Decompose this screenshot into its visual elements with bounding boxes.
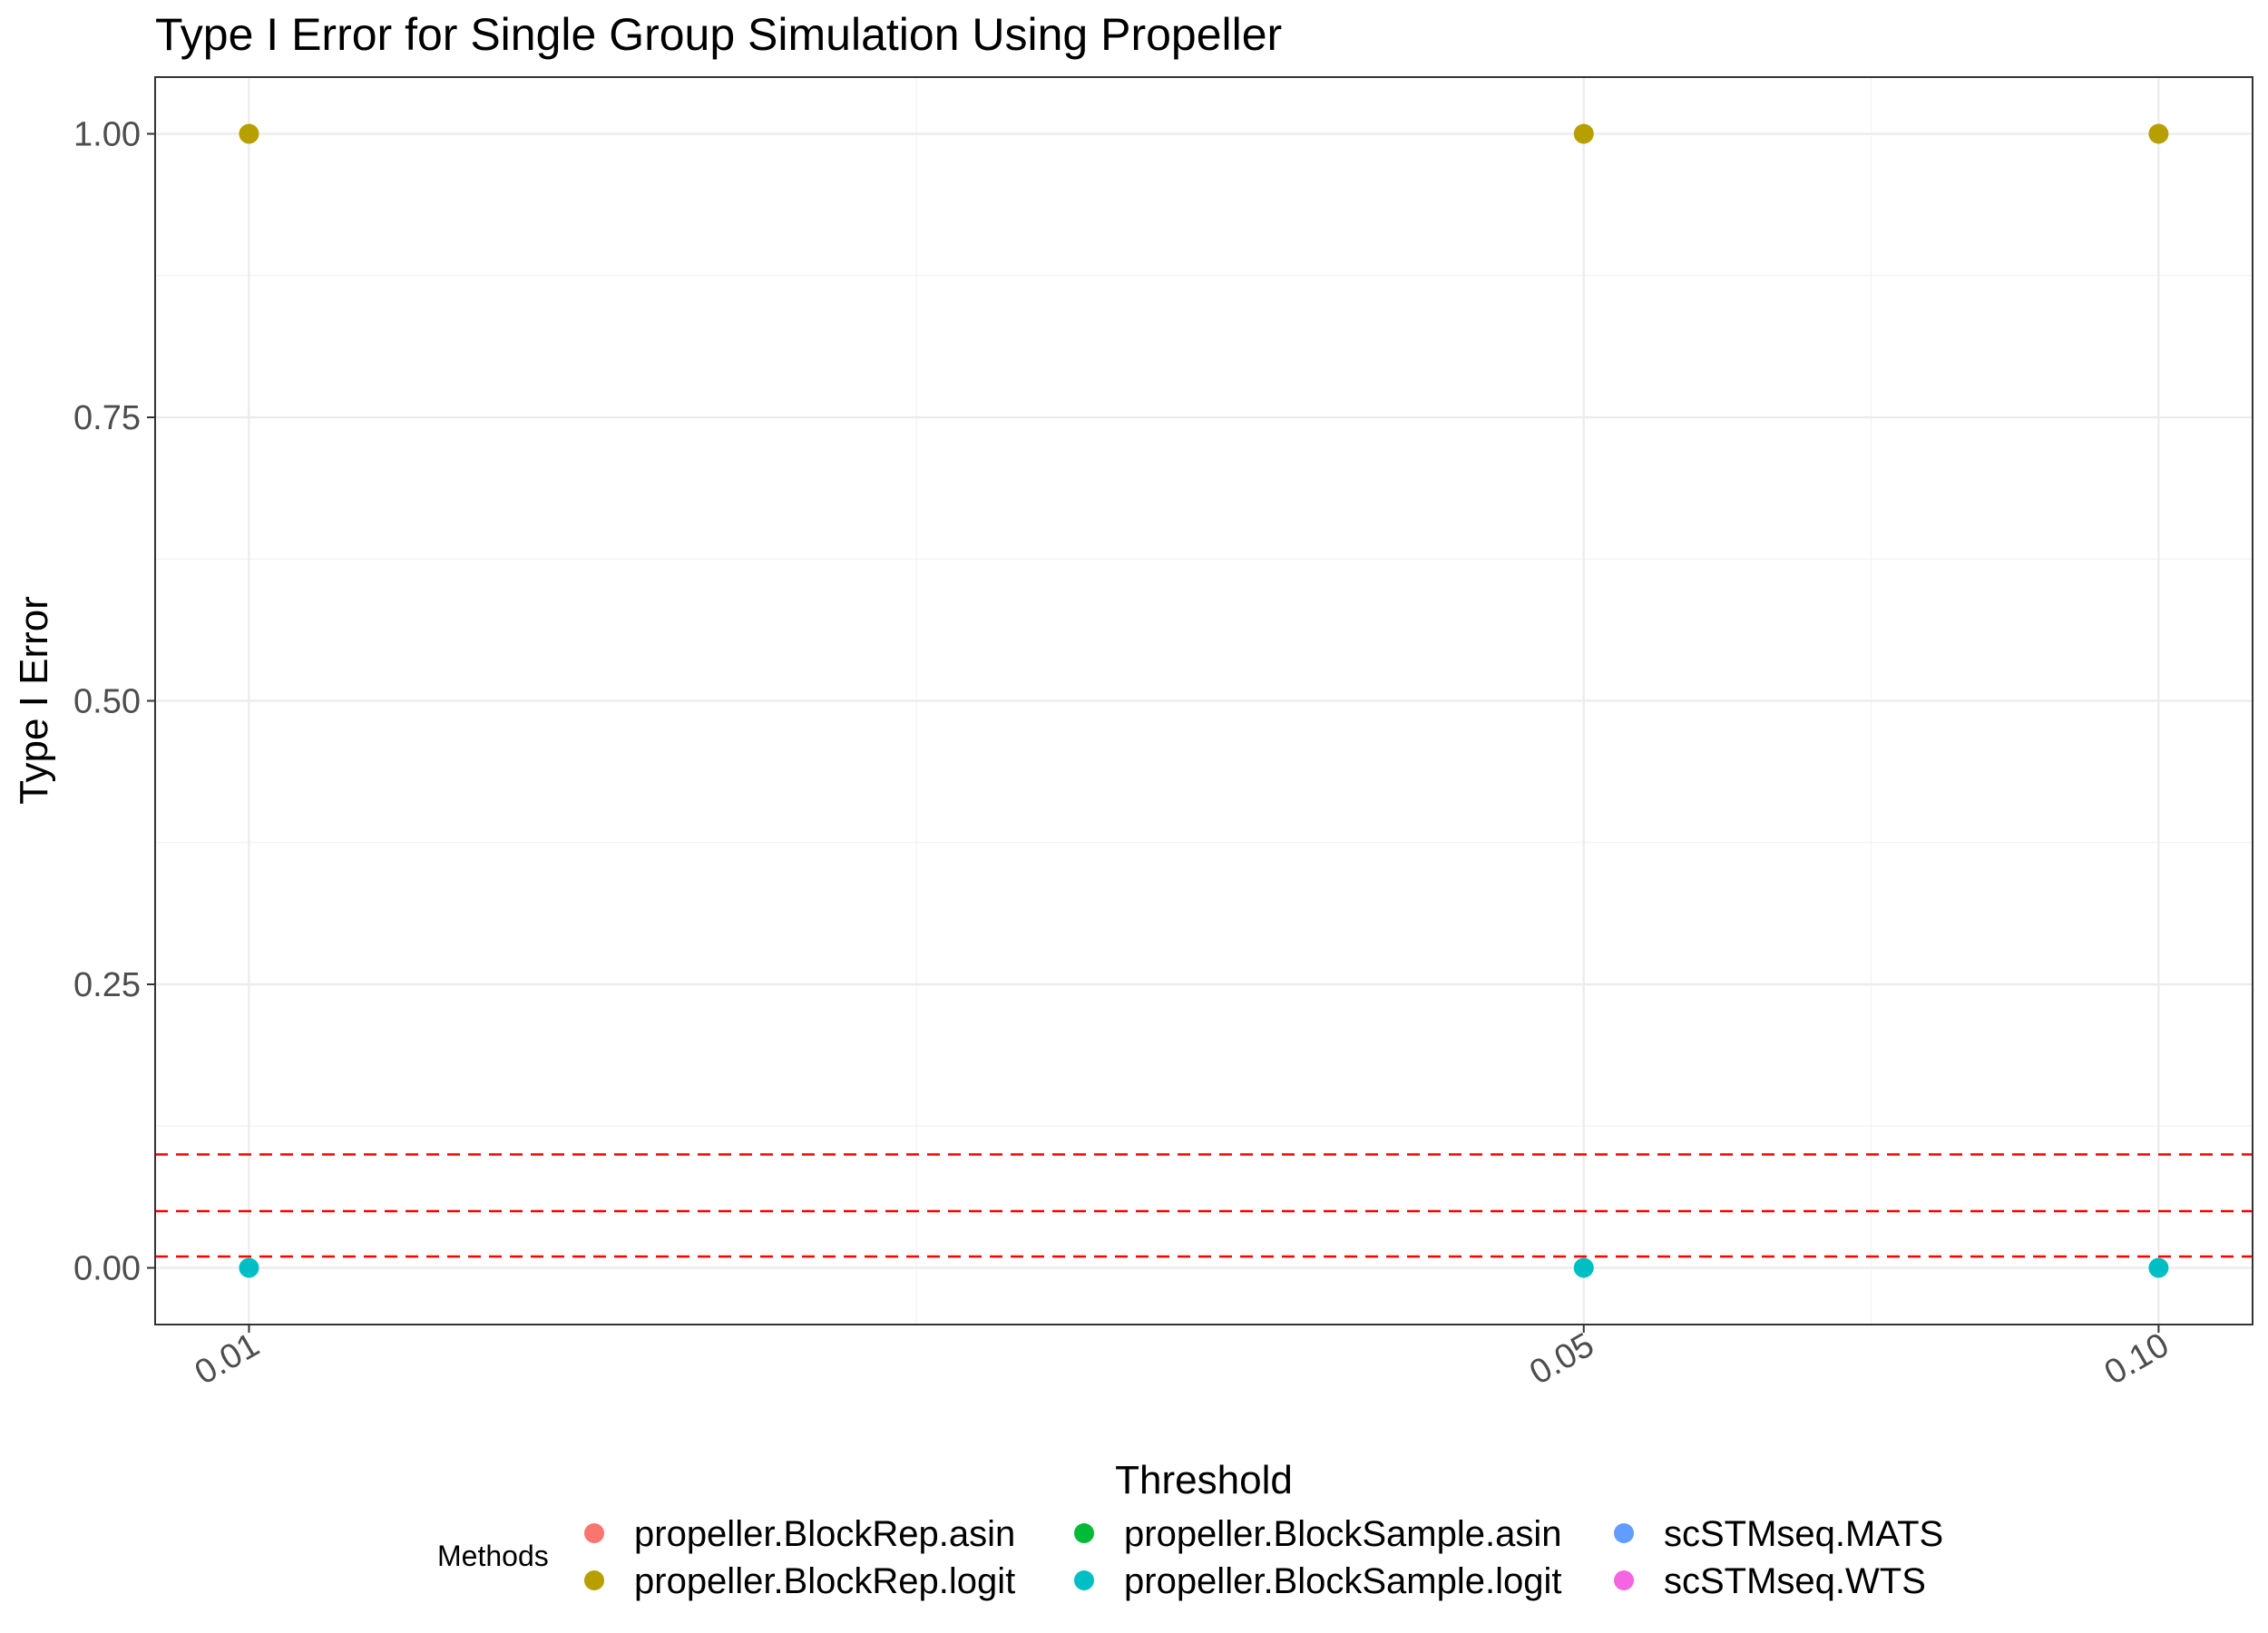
legend: Methods propeller.BlockRep.asinpropeller… — [437, 1514, 1943, 1601]
legend-label: propeller.BlockRep.logit — [634, 1561, 1015, 1601]
x-tick-label: 0.10 — [2098, 1325, 2175, 1392]
reference-lines — [155, 1153, 2253, 1258]
legend-label: propeller.BlockRep.asin — [634, 1514, 1015, 1554]
legend-key — [584, 1523, 604, 1543]
grid-lines — [155, 77, 2253, 1325]
legend-label: scSTMseq.MATS — [1664, 1514, 1943, 1554]
legend-key — [584, 1570, 604, 1590]
legend-title: Methods — [437, 1540, 549, 1572]
legend-entries: propeller.BlockRep.asin propeller.BlockRe… — [584, 1514, 1943, 1601]
data-point — [2148, 1257, 2169, 1278]
data-points — [239, 123, 2169, 1278]
y-tick-label: 0.50 — [73, 683, 141, 721]
legend-key — [1614, 1523, 1634, 1543]
legend-key — [1614, 1570, 1634, 1590]
data-point — [239, 123, 259, 144]
y-tick-label: 1.00 — [73, 116, 141, 154]
data-point — [2148, 123, 2169, 144]
y-tick-label: 0.75 — [73, 399, 141, 437]
chart-title: Type I Error for Single Group Simulation… — [155, 9, 1282, 60]
legend-label: scSTMseq.WTS — [1664, 1561, 1926, 1601]
y-tick-label: 0.00 — [73, 1250, 141, 1288]
data-point — [1573, 1257, 1594, 1278]
legend-key — [1074, 1570, 1094, 1590]
y-tick-label: 0.25 — [73, 966, 141, 1004]
x-axis-title: Threshold — [1115, 1458, 1293, 1502]
x-tick-label: 0.05 — [1523, 1325, 1600, 1392]
y-axis-title: Type I Error — [12, 596, 56, 805]
legend-label: propeller.BlockSample.asin — [1124, 1514, 1561, 1554]
legend-key — [1074, 1523, 1094, 1543]
legend-label: propeller.BlockSample.logit — [1124, 1561, 1561, 1601]
data-point — [1573, 123, 1594, 144]
data-point — [239, 1257, 259, 1278]
x-tick-label: 0.01 — [189, 1325, 266, 1392]
